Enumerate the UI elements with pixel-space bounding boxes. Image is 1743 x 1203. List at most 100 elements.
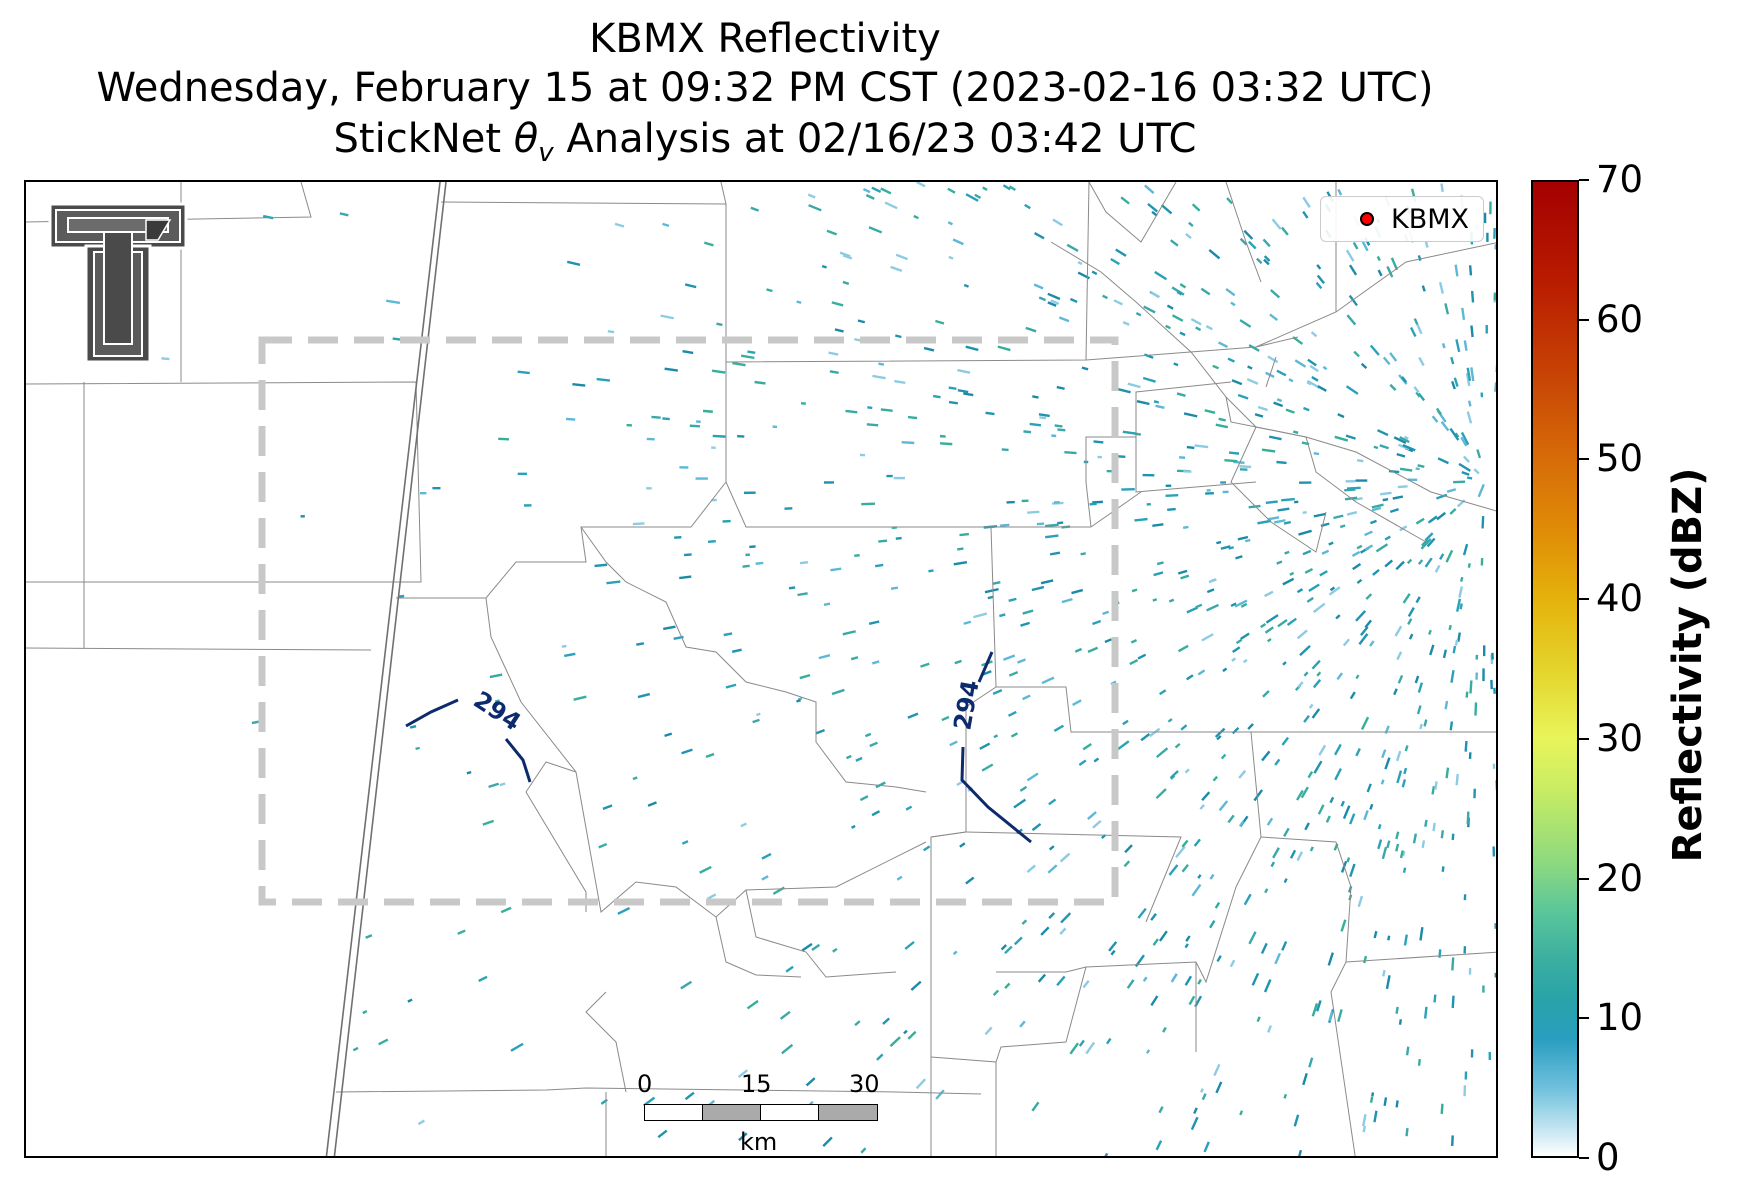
echo-speck [1315, 281, 1323, 290]
echo-speck [984, 1026, 993, 1036]
echo-speck [796, 300, 802, 304]
echo-speck [1457, 632, 1461, 642]
echo-speck [1466, 811, 1470, 824]
echo-speck [1441, 343, 1446, 349]
echo-speck [1401, 779, 1407, 788]
echo-speck [1256, 257, 1263, 265]
echo-speck [1048, 798, 1057, 806]
county-borders [26, 182, 1496, 1156]
echo-speck [1408, 633, 1414, 640]
echo-speck [1173, 362, 1179, 367]
kbmx-radar-marker-icon [1360, 212, 1374, 226]
echo-speck [779, 1010, 791, 1020]
echo-speck [352, 1046, 359, 1052]
echo-speck [1317, 804, 1325, 815]
echo-speck [1184, 768, 1190, 774]
echo-speck [1420, 538, 1432, 550]
echo-speck [1283, 827, 1290, 837]
echo-speck [1289, 849, 1297, 859]
map-panel[interactable]: 294 294 KBMX [24, 180, 1498, 1158]
echo-speck [1230, 602, 1237, 608]
echo-speck [1124, 844, 1133, 854]
echo-speck [1281, 941, 1288, 951]
echo-speck [1058, 316, 1070, 323]
echo-speck [1450, 1135, 1454, 1146]
county-border [26, 381, 422, 583]
echo-speck [1316, 264, 1322, 270]
echo-speck [1394, 625, 1403, 637]
echo-speck [1220, 545, 1231, 550]
echo-speck [1329, 586, 1336, 592]
echo-speck [1328, 541, 1334, 546]
echo-speck [822, 1136, 833, 1147]
texas-tech-double-t-logo [48, 202, 188, 364]
echo-speck [907, 415, 918, 420]
echo-speck [1339, 524, 1346, 529]
map-canvas[interactable]: 294 294 [26, 182, 1498, 1158]
echo-speck [1024, 203, 1031, 210]
echo-speck [1103, 1152, 1109, 1156]
echo-speck [1423, 719, 1428, 727]
echo-speck [565, 417, 576, 421]
echo-speck [959, 842, 966, 848]
echo-speck [1019, 785, 1028, 792]
echo-speck [1307, 771, 1314, 779]
echo-speck [626, 423, 632, 427]
echo-speck [1493, 293, 1496, 301]
echo-speck [876, 1053, 884, 1061]
echo-speck [1050, 299, 1060, 305]
echo-speck [1311, 375, 1319, 382]
echo-speck [1047, 864, 1058, 874]
echo-speck [1053, 724, 1065, 733]
echo-speck [1398, 443, 1410, 451]
echo-speck [607, 329, 615, 334]
contour-294-east [960, 746, 1032, 844]
echo-speck [1307, 358, 1317, 367]
legend-label-kbmx: KBMX [1391, 204, 1470, 235]
echo-speck [1271, 218, 1282, 230]
echo-speck [1177, 569, 1188, 575]
echo-speck [1191, 883, 1202, 897]
echo-speck [417, 1119, 426, 1126]
echo-speck [1159, 689, 1167, 696]
echo-speck [1285, 408, 1295, 414]
echo-speck [1412, 833, 1418, 844]
title-line-2: Wednesday, February 15 at 09:32 PM CST (… [96, 65, 1434, 111]
echo-speck [867, 406, 873, 410]
echo-speck [1302, 549, 1312, 556]
echo-speck [746, 999, 759, 1010]
echo-speck [1389, 383, 1397, 391]
echo-speck [703, 241, 714, 247]
colorbar-tick-label: 50 [1596, 437, 1644, 481]
echo-speck [1462, 543, 1469, 556]
echo-speck [1266, 817, 1274, 826]
echo-speck [1177, 644, 1189, 653]
echo-speck [1292, 430, 1299, 434]
echo-speck [1396, 770, 1403, 784]
echo-speck [947, 221, 953, 226]
echo-speck [1337, 413, 1345, 419]
echo-speck [818, 654, 831, 660]
echo-speck [636, 642, 645, 646]
echo-speck [1127, 382, 1141, 389]
echo-speck [1120, 196, 1130, 205]
echo-speck [1312, 679, 1322, 689]
county-border [26, 647, 372, 651]
echo-speck [1308, 583, 1320, 592]
echo-speck [1421, 285, 1426, 292]
echo-speck [1251, 972, 1260, 986]
echo-speck [904, 940, 915, 950]
echo-speck [1072, 699, 1082, 707]
echo-speck [1247, 240, 1257, 250]
colorbar-tick-label: 40 [1596, 577, 1644, 621]
county-border [525, 761, 587, 912]
echo-speck [1328, 586, 1341, 596]
echo-speck [1092, 819, 1102, 829]
echo-speck [1492, 763, 1496, 769]
echo-speck [1373, 445, 1379, 450]
echo-speck [880, 187, 892, 195]
echo-speck [868, 620, 880, 625]
echo-speck [905, 805, 913, 811]
echo-speck [1292, 336, 1304, 345]
echo-speck [772, 886, 785, 895]
